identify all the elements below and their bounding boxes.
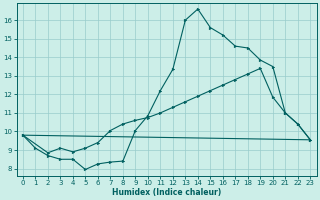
X-axis label: Humidex (Indice chaleur): Humidex (Indice chaleur)	[112, 188, 221, 197]
